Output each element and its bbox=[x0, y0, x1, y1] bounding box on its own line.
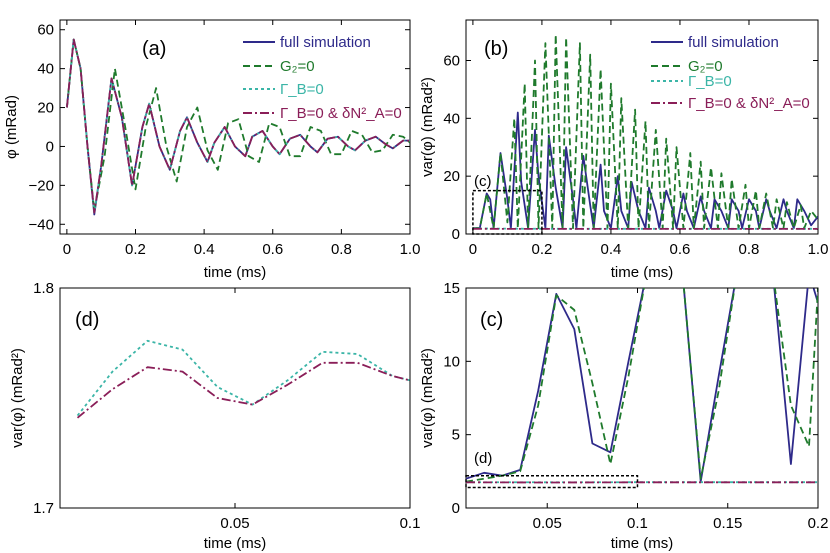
series-line-gbn-d bbox=[76, 361, 410, 419]
y-tick-label-a-4: 40 bbox=[37, 61, 54, 78]
series-line-gb-d bbox=[76, 339, 410, 417]
y-tick-label-b-1: 20 bbox=[443, 168, 460, 185]
y-tick-label-a-3: 20 bbox=[37, 100, 54, 117]
y-tick-label-a-0: −40 bbox=[29, 216, 54, 233]
x-axis-label-a: time (ms) bbox=[204, 264, 267, 281]
x-tick-label-b-5: 1.0 bbox=[808, 241, 829, 258]
legend-label-full-b: full simulation bbox=[688, 34, 779, 51]
x-tick-label-d-0: 0.05 bbox=[220, 515, 249, 532]
y-tick-label-b-2: 40 bbox=[443, 110, 460, 127]
y-tick-label-a-2: 0 bbox=[46, 138, 54, 155]
x-axis-label-b: time (ms) bbox=[611, 264, 674, 281]
x-tick-label-c-0: 0.05 bbox=[533, 515, 562, 532]
panel-label-d: (d) bbox=[75, 309, 99, 331]
y-axis-label-c: var(φ) (mRad²) bbox=[419, 348, 436, 448]
x-tick-label-c-1: 0.1 bbox=[627, 515, 648, 532]
series-line-full-a bbox=[66, 38, 410, 216]
y-tick-label-a-1: −20 bbox=[29, 177, 54, 194]
legend-label-g2-a: G₂=0 bbox=[280, 58, 315, 75]
panel-a: (a) time (ms) φ (mRad) full simulation G… bbox=[3, 19, 411, 281]
legend-label-gb-b: Γ_B=0 bbox=[688, 73, 732, 90]
series-line-g2-a bbox=[66, 38, 410, 212]
legend-label-gb-a: Γ_B=0 bbox=[280, 81, 324, 98]
zoom-label-c: (c) bbox=[474, 173, 492, 190]
zoom-box-b bbox=[472, 189, 543, 235]
y-tick-label-c-1: 5 bbox=[452, 427, 460, 444]
y-tick-label-c-2: 10 bbox=[443, 353, 460, 370]
x-tick-label-a-3: 0.6 bbox=[262, 241, 283, 258]
legend-label-g2-b: G₂=0 bbox=[688, 58, 723, 75]
series-group-b bbox=[472, 33, 818, 230]
panel-label-c: (c) bbox=[480, 309, 503, 331]
panel-d: (d) time (ms) var(φ) (mRad²) bbox=[9, 287, 411, 552]
x-tick-label-a-4: 0.8 bbox=[331, 241, 352, 258]
panel-b: (b) (c) time (ms) var(φ) (mRad²) full si… bbox=[419, 19, 819, 281]
legend-label-gbn-b: Γ_B=0 & δN²_A=0 bbox=[688, 95, 810, 112]
series-line-g2-b bbox=[472, 33, 818, 230]
series-line-gb-a bbox=[66, 38, 410, 214]
series-group-c bbox=[466, 288, 818, 484]
zoom-box-c bbox=[465, 474, 639, 489]
y-axis-label-b: var(φ) (mRad²) bbox=[419, 77, 436, 177]
y-axis-label-d: var(φ) (mRad²) bbox=[9, 348, 26, 448]
x-axis-label-c: time (ms) bbox=[611, 535, 674, 552]
y-tick-label-c-0: 0 bbox=[452, 500, 460, 517]
x-tick-label-c-3: 0.2 bbox=[808, 515, 829, 532]
panel-label-b: (b) bbox=[484, 38, 508, 60]
y-tick-label-b-3: 60 bbox=[443, 52, 460, 69]
plot-frame-c bbox=[465, 287, 819, 509]
x-tick-label-b-2: 0.4 bbox=[601, 241, 622, 258]
x-tick-label-d-1: 0.1 bbox=[400, 515, 421, 532]
chart-marks: 0 0.2 0.4 0.6 0.8 1.0 −40 −20 0 20 40 60 0 0.2 0.4 0.6 0… bbox=[29, 20, 829, 532]
legend-label-full-a: full simulation bbox=[280, 34, 371, 51]
legend-a: full simulation G₂=0 Γ_B=0 Γ_B=0 & δN²_A… bbox=[243, 34, 402, 122]
x-tick-label-a-0: 0 bbox=[63, 241, 71, 258]
series-line-full-c bbox=[466, 288, 818, 483]
y-tick-label-a-5: 60 bbox=[37, 22, 54, 39]
series-group-d bbox=[76, 339, 410, 419]
panel-c: (c) (d) time (ms) var(φ) (mRad²) bbox=[419, 287, 819, 552]
plot-frame-b bbox=[465, 19, 819, 235]
x-tick-label-b-4: 0.8 bbox=[739, 241, 760, 258]
plot-frame-a bbox=[59, 19, 411, 235]
series-group-a bbox=[66, 38, 410, 216]
y-axis-label-a: φ (mRad) bbox=[3, 95, 20, 159]
x-tick-label-b-0: 0 bbox=[469, 241, 477, 258]
x-tick-label-a-5: 1.0 bbox=[400, 241, 421, 258]
y-tick-label-d-0: 1.7 bbox=[33, 500, 54, 517]
y-tick-label-d-1: 1.8 bbox=[33, 280, 54, 297]
plot-frame-d bbox=[59, 287, 411, 509]
x-tick-label-b-3: 0.6 bbox=[670, 241, 691, 258]
x-tick-label-c-2: 0.15 bbox=[713, 515, 742, 532]
y-tick-label-b-0: 0 bbox=[452, 226, 460, 243]
legend-b: full simulation G₂=0 Γ_B=0 Γ_B=0 & δN²_A… bbox=[651, 34, 810, 112]
x-tick-label-a-1: 0.2 bbox=[125, 241, 146, 258]
panel-label-a: (a) bbox=[142, 38, 166, 60]
series-line-gbn-a bbox=[66, 38, 410, 214]
series-line-g2-c bbox=[466, 288, 818, 483]
x-tick-label-b-1: 0.2 bbox=[531, 241, 552, 258]
legend-label-gbn-a: Γ_B=0 & δN²_A=0 bbox=[280, 105, 402, 122]
x-axis-label-d: time (ms) bbox=[204, 535, 267, 552]
x-tick-label-a-2: 0.4 bbox=[194, 241, 215, 258]
zoom-label-d: (d) bbox=[474, 450, 492, 467]
y-tick-label-c-3: 15 bbox=[443, 280, 460, 297]
